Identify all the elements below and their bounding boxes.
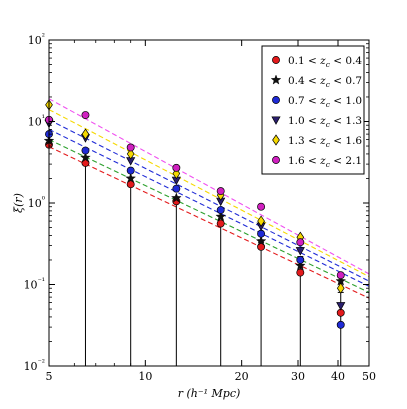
legend-marker-3 xyxy=(271,116,281,125)
fit-line-1 xyxy=(49,139,369,293)
marker-4-1 xyxy=(81,128,90,140)
marker-5-3 xyxy=(172,163,181,172)
y-tick-label-1: 10⁻¹ xyxy=(24,277,45,292)
legend-marker-0 xyxy=(272,56,280,64)
error-bars xyxy=(49,141,344,366)
y-tick-label-2: 10⁰ xyxy=(28,195,45,210)
marker-1-3 xyxy=(171,192,182,203)
marker-5-5 xyxy=(257,202,266,211)
fit-line-4 xyxy=(49,109,369,278)
legend-label-3: 1.0 < zc < 1.3 xyxy=(288,115,362,129)
y-tick-label-4: 10² xyxy=(28,32,45,47)
marker-1-4 xyxy=(215,211,226,222)
y-axis-label: ξ(r) xyxy=(12,193,25,213)
marker-2-5 xyxy=(257,229,266,238)
marker-1-1 xyxy=(80,152,91,163)
x-tick-label-0: 5 xyxy=(46,370,53,383)
fit-line-0 xyxy=(49,146,369,299)
x-tick-label-1: 10 xyxy=(138,370,152,383)
marker-2-1 xyxy=(81,146,90,155)
data-markers xyxy=(43,99,347,329)
x-tick-label-5: 50 xyxy=(362,370,376,383)
marker-5-4 xyxy=(216,187,225,196)
legend-marker-4 xyxy=(272,134,280,146)
legend-label-4: 1.3 < zc < 1.6 xyxy=(288,135,362,149)
marker-5-7 xyxy=(336,271,345,280)
marker-4-5 xyxy=(257,215,265,227)
marker-5-1 xyxy=(81,111,90,119)
marker-2-4 xyxy=(216,206,225,214)
y-tick-label-3: 10¹ xyxy=(28,114,45,129)
marker-3-6 xyxy=(295,247,305,256)
legend-marker-2 xyxy=(272,96,280,104)
fit-line-5 xyxy=(49,98,369,275)
marker-5-2 xyxy=(126,143,135,152)
fit-lines xyxy=(49,98,369,299)
legend-marker-5 xyxy=(272,156,280,164)
legend-label-1: 0.4 < zc < 0.7 xyxy=(288,75,362,89)
marker-2-6 xyxy=(296,256,305,264)
marker-0-4 xyxy=(216,219,225,228)
legend-box xyxy=(261,45,365,175)
marker-1-2 xyxy=(125,172,136,183)
marker-1-6 xyxy=(295,260,306,271)
marker-4-2 xyxy=(126,148,135,160)
fit-line-3 xyxy=(49,119,369,282)
marker-0-6 xyxy=(296,268,305,277)
x-axis-label: r (h⁻¹ Mpc) xyxy=(178,387,241,400)
x-tick-label-2: 20 xyxy=(235,370,249,383)
legend-marker-1 xyxy=(270,74,282,85)
x-tick-label-3: 30 xyxy=(291,370,305,383)
marker-5-6 xyxy=(296,238,305,247)
x-tick-label-4: 40 xyxy=(331,370,345,383)
legend-label-5: 1.6 < zc < 2.1 xyxy=(288,155,362,169)
legend-label-2: 0.7 < zc < 1.0 xyxy=(288,95,362,109)
marker-1-5 xyxy=(255,235,267,246)
legend: 0.1 < zc < 0.4 0.4 < zc < 0.7 0.7 < zc < 1… xyxy=(261,45,365,175)
axis-ticks xyxy=(48,39,370,367)
y-tick-label-0: 10⁻² xyxy=(24,358,45,373)
marker-2-2 xyxy=(126,166,135,175)
tick-labels: 5 10 20 30 40 50 10⁻² 10⁻¹ 10⁰ 10¹ 10² xyxy=(24,32,376,383)
marker-3-7 xyxy=(336,302,346,311)
legend-label-0: 0.1 < zc < 0.4 xyxy=(288,55,362,69)
marker-2-7 xyxy=(336,320,345,329)
marker-4-7 xyxy=(336,282,345,294)
marker-2-3 xyxy=(172,184,181,193)
fit-line-2 xyxy=(49,128,369,287)
